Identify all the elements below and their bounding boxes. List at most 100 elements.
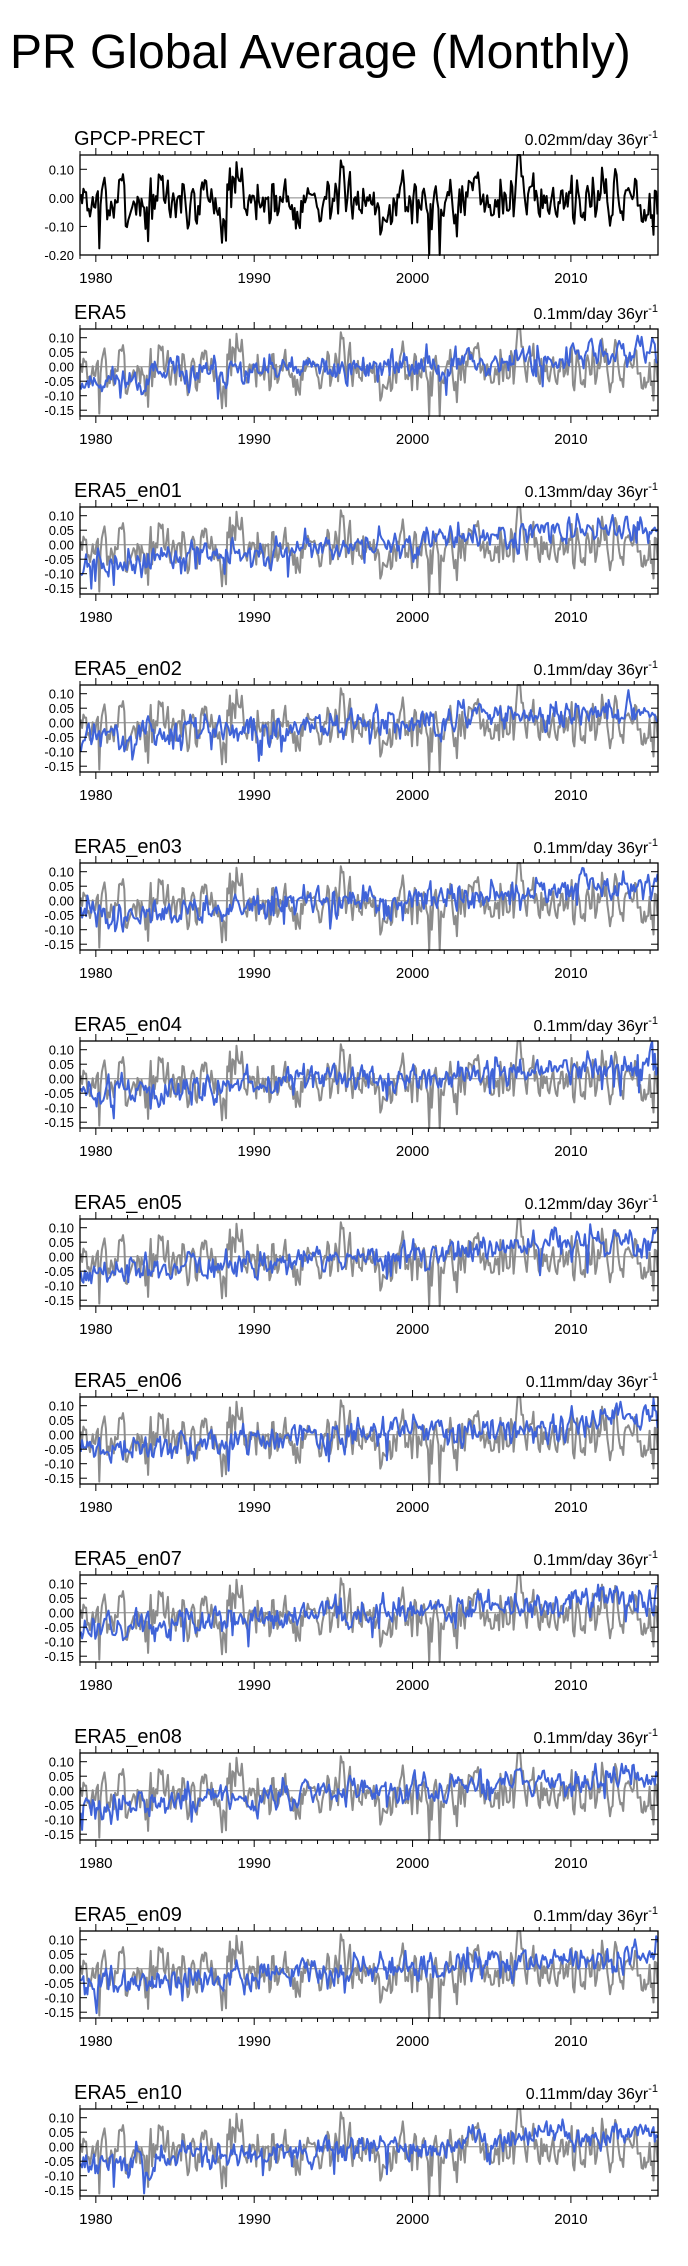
trend-label-superscript: -1 [648,2083,658,2095]
trend-label-superscript: -1 [648,1727,658,1739]
y-tick-label: -0.15 [44,1115,74,1130]
y-tick-label: 0.10 [49,687,74,702]
y-tick-label: -0.15 [44,2183,74,2198]
x-tick-label: 1990 [238,270,271,287]
y-tick-label: -0.20 [44,248,74,263]
plot-frame [79,1752,659,1841]
trend-label: 0.1mm/day 36yr-1 [534,303,659,323]
y-tick-label: 0.10 [49,1221,74,1236]
trend-label-superscript: -1 [648,659,658,671]
trend-label-superscript: -1 [648,1193,658,1205]
y-tick-label: 0.10 [49,865,74,880]
y-tick-label: 0.00 [49,894,74,909]
x-tick-label: 1990 [238,1143,271,1160]
y-tick-label: -0.10 [44,567,74,582]
x-tick-label: 1980 [79,965,112,982]
y-tick-label: -0.10 [44,1101,74,1116]
plot-frame [79,328,659,417]
panel-label: ERA5_en09 [74,1904,182,1926]
panel-label: ERA5 [74,302,126,324]
x-tick-label: 2010 [554,270,587,287]
plot-frame [79,862,659,951]
y-tick-label: -0.05 [44,552,74,567]
trend-label: 0.1mm/day 36yr-1 [534,1549,659,1569]
trend-label-superscript: -1 [648,1905,658,1917]
x-tick-label: 2010 [554,1677,587,1694]
y-tick-label: 0.10 [49,2111,74,2126]
y-tick-label: -0.10 [44,1457,74,1472]
x-tick-label: 2010 [554,609,587,626]
y-tick-label: 0.05 [49,1413,74,1428]
x-tick-label: 1980 [79,1677,112,1694]
panels: GPCP-PRECT 0.02mm/day 36yr-1 -0.20 -0.10 0.0… [44,128,659,2228]
plot-frame [79,1218,659,1307]
y-tick-label: 0.00 [49,1606,74,1621]
panel-era5-en07: ERA5_en07 0.1mm/day 36yr-1 -0.15-0.10-0.05… [44,1548,659,1694]
panel-era5-en05: ERA5_en05 0.12mm/day 36yr-1 -0.15-0.10-0.0… [44,1192,659,1338]
y-tick-label: -0.05 [44,374,74,389]
y-tick-label: 0.00 [49,1962,74,1977]
y-tick-label: -0.15 [44,581,74,596]
panel-era5-en10: ERA5_en10 0.11mm/day 36yr-1 -0.15-0.10-0.0… [44,2082,659,2228]
y-tick-label: 0.10 [49,509,74,524]
trend-label: 0.11mm/day 36yr-1 [526,1371,658,1391]
y-tick-label: 0.05 [49,523,74,538]
trend-label-superscript: -1 [648,837,658,849]
x-tick-label: 2000 [396,1499,429,1516]
y-tick-label: 0.00 [49,538,74,553]
y-tick-label: 0.00 [49,360,74,375]
y-tick-label: 0.05 [49,701,74,716]
panel-label: ERA5_en04 [74,1014,182,1036]
series-line-reference [79,1574,659,1663]
y-tick-label: -0.10 [44,1813,74,1828]
trend-label-superscript: -1 [648,481,658,493]
y-tick-label: 0.10 [49,1577,74,1592]
trend-label: 0.1mm/day 36yr-1 [534,837,659,857]
y-tick-label: -0.10 [44,219,74,234]
y-tick-label: 0.00 [49,1072,74,1087]
y-tick-label: 0.00 [49,191,74,206]
panel-gpcp-prect: GPCP-PRECT 0.02mm/day 36yr-1 -0.20 -0.10 0.0… [44,128,659,287]
y-tick-label: -0.10 [44,2169,74,2184]
y-tick-label: -0.05 [44,1264,74,1279]
y-tick-label: -0.15 [44,1293,74,1308]
trend-label: 0.12mm/day 36yr-1 [525,1193,658,1213]
x-tick-label: 1980 [79,1855,112,1872]
x-tick-label: 1980 [79,787,112,804]
series-line-model [79,1397,659,1472]
x-tick-label: 2010 [554,1499,587,1516]
x-tick-label: 2000 [396,1143,429,1160]
y-tick-label: -0.10 [44,745,74,760]
x-tick-label: 2000 [396,965,429,982]
panel-era5-en04: ERA5_en04 0.1mm/day 36yr-1 -0.15-0.10-0.05… [44,1014,659,1160]
series-line-model [79,866,659,933]
y-tick-label: 0.05 [49,1235,74,1250]
series-line-model [80,1935,659,2015]
x-tick-label: 2010 [554,1143,587,1160]
series-line-model [79,1762,659,1831]
plot-frame [79,2108,659,2197]
series-line-model [79,1583,659,1648]
plot-frame [79,506,659,595]
y-tick-label: 0.10 [49,1755,74,1770]
panel-label: ERA5_en05 [74,1192,182,1214]
trend-label-superscript: -1 [648,129,658,141]
y-tick-label: 0.00 [49,1250,74,1265]
y-tick-label: -0.10 [44,923,74,938]
panel-label: ERA5_en08 [74,1726,182,1748]
y-tick-label: 0.05 [49,1057,74,1072]
x-tick-label: 2000 [396,787,429,804]
x-tick-label: 2010 [554,1855,587,1872]
x-tick-label: 1980 [79,270,112,287]
y-tick-label: -0.05 [44,1976,74,1991]
trend-label: 0.1mm/day 36yr-1 [534,1015,659,1035]
series-line-model [80,512,659,590]
panel-label: ERA5_en02 [74,658,182,680]
panel-label: ERA5_en01 [74,480,182,502]
panel-label: ERA5_en03 [74,836,182,858]
trend-label-superscript: -1 [648,303,658,315]
x-tick-label: 2010 [554,2033,587,2050]
x-tick-label: 2010 [554,2211,587,2228]
y-tick-label: 0.05 [49,1591,74,1606]
